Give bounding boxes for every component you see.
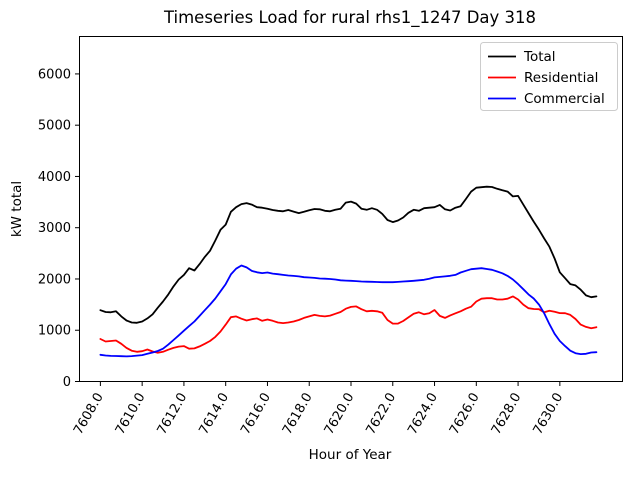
x-tick-label: 7630.0 <box>531 391 567 438</box>
x-tick-label: 7624.0 <box>405 391 441 438</box>
y-axis-ticks: 0 1000 2000 3000 4000 5000 6000 <box>38 67 80 390</box>
x-tick-label: 7608.0 <box>71 391 107 438</box>
legend: Total Residential Commercial <box>480 42 618 111</box>
y-tick-label: 4000 <box>38 170 71 185</box>
y-tick-label: 1000 <box>38 324 71 339</box>
legend-label-total: Total <box>523 49 556 65</box>
series-lines <box>99 185 598 358</box>
y-tick-label: 3000 <box>38 221 71 236</box>
y-tick-label: 6000 <box>38 67 71 82</box>
x-tick-label: 7612.0 <box>155 391 191 438</box>
series-line-residential <box>99 295 598 354</box>
chart-title: Timeseries Load for rural rhs1_1247 Day … <box>163 8 536 28</box>
y-tick-label: 0 <box>63 375 71 390</box>
legend-label-residential: Residential <box>524 70 598 86</box>
x-tick-label: 7614.0 <box>196 391 232 438</box>
x-tick-label: 7628.0 <box>489 391 525 438</box>
x-tick-label: 7616.0 <box>238 391 274 438</box>
legend-label-commercial: Commercial <box>524 91 605 107</box>
x-tick-label: 7620.0 <box>322 391 358 438</box>
x-tick-label: 7610.0 <box>113 391 149 438</box>
y-tick-label: 5000 <box>38 119 71 134</box>
x-axis-ticks: 7608.0 7610.0 7612.0 7614.0 7616.0 7618.0 7620… <box>71 381 567 438</box>
x-tick-label: 7626.0 <box>447 391 483 438</box>
y-tick-label: 2000 <box>38 272 71 287</box>
x-tick-label: 7622.0 <box>363 391 399 438</box>
series-line-total <box>99 185 598 324</box>
x-tick-label: 7618.0 <box>280 391 316 438</box>
series-line-commercial <box>99 264 598 358</box>
x-axis-label: Hour of Year <box>309 447 392 463</box>
legend-box <box>480 42 618 111</box>
y-axis-label: kW total <box>9 181 25 237</box>
